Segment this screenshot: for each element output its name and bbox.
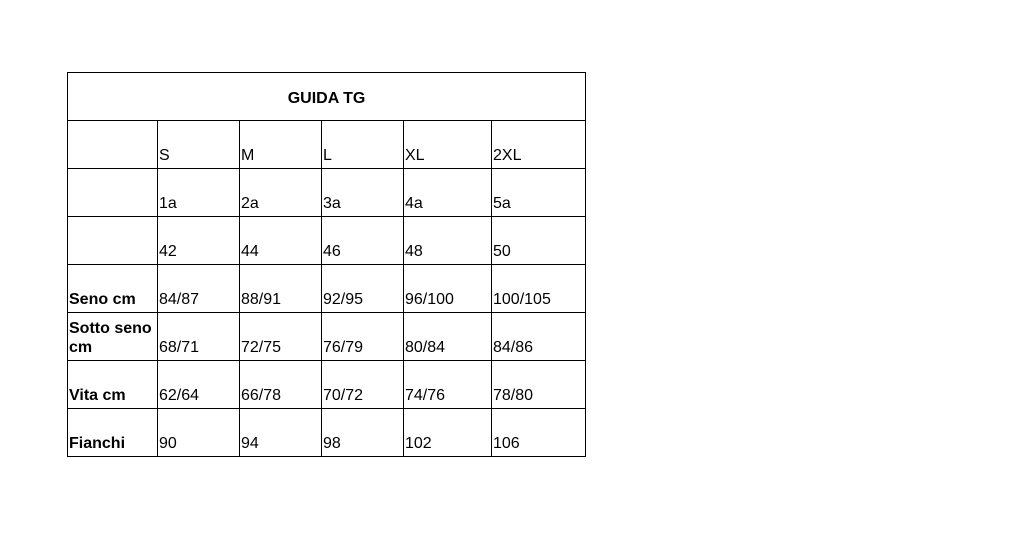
header-cell: 4a — [403, 168, 492, 217]
header-cell: S — [157, 120, 240, 169]
row-label: Fianchi — [67, 408, 158, 457]
value-cell: 80/84 — [403, 312, 492, 361]
header-cell: 2a — [239, 168, 322, 217]
header-cell: L — [321, 120, 404, 169]
value-cell: 66/78 — [239, 360, 322, 409]
table-row: Seno cm 84/87 88/91 92/95 96/100 100/105 — [67, 264, 587, 313]
header-cell: XL — [403, 120, 492, 169]
header-cell: 46 — [321, 216, 404, 265]
header-cell — [67, 168, 158, 217]
value-cell: 74/76 — [403, 360, 492, 409]
value-cell: 72/75 — [239, 312, 322, 361]
value-cell: 70/72 — [321, 360, 404, 409]
value-cell: 102 — [403, 408, 492, 457]
header-cell — [67, 120, 158, 169]
header-cell: 5a — [490, 168, 587, 217]
size-header-row: 1a 2a 3a 4a 5a — [67, 168, 587, 217]
value-cell: 76/79 — [321, 312, 404, 361]
row-label: Seno cm — [67, 264, 158, 313]
value-cell: 88/91 — [239, 264, 322, 313]
title-row: GUIDA TG — [66, 72, 587, 121]
value-cell: 78/80 — [490, 360, 587, 409]
header-cell: M — [239, 120, 322, 169]
value-cell: 68/71 — [157, 312, 240, 361]
table-row: Fianchi 90 94 98 102 106 — [67, 408, 587, 457]
value-cell: 100/105 — [490, 264, 587, 313]
value-cell: 96/100 — [403, 264, 492, 313]
table-title: GUIDA TG — [66, 72, 587, 121]
size-header-row: S M L XL 2XL — [67, 120, 587, 169]
row-label: Vita cm — [67, 360, 158, 409]
size-guide-table: GUIDA TG S M L XL 2XL 1a 2a 3a 4a 5a 42 44 46 48 50 Sen… — [66, 72, 587, 457]
header-cell: 50 — [490, 216, 587, 265]
header-cell: 3a — [321, 168, 404, 217]
header-cell: 1a — [157, 168, 240, 217]
value-cell: 92/95 — [321, 264, 404, 313]
header-cell: 48 — [403, 216, 492, 265]
header-cell: 44 — [239, 216, 322, 265]
row-label: Sotto seno cm — [67, 312, 158, 361]
table-row: Sotto seno cm 68/71 72/75 76/79 80/84 84/86 — [67, 312, 587, 361]
table-row: Vita cm 62/64 66/78 70/72 74/76 78/80 — [67, 360, 587, 409]
value-cell: 62/64 — [157, 360, 240, 409]
value-cell: 90 — [157, 408, 240, 457]
value-cell: 84/86 — [490, 312, 587, 361]
size-header-row: 42 44 46 48 50 — [67, 216, 587, 265]
value-cell: 106 — [490, 408, 587, 457]
header-cell: 2XL — [490, 120, 587, 169]
value-cell: 84/87 — [157, 264, 240, 313]
value-cell: 98 — [321, 408, 404, 457]
header-cell — [67, 216, 158, 265]
value-cell: 94 — [239, 408, 322, 457]
header-cell: 42 — [157, 216, 240, 265]
